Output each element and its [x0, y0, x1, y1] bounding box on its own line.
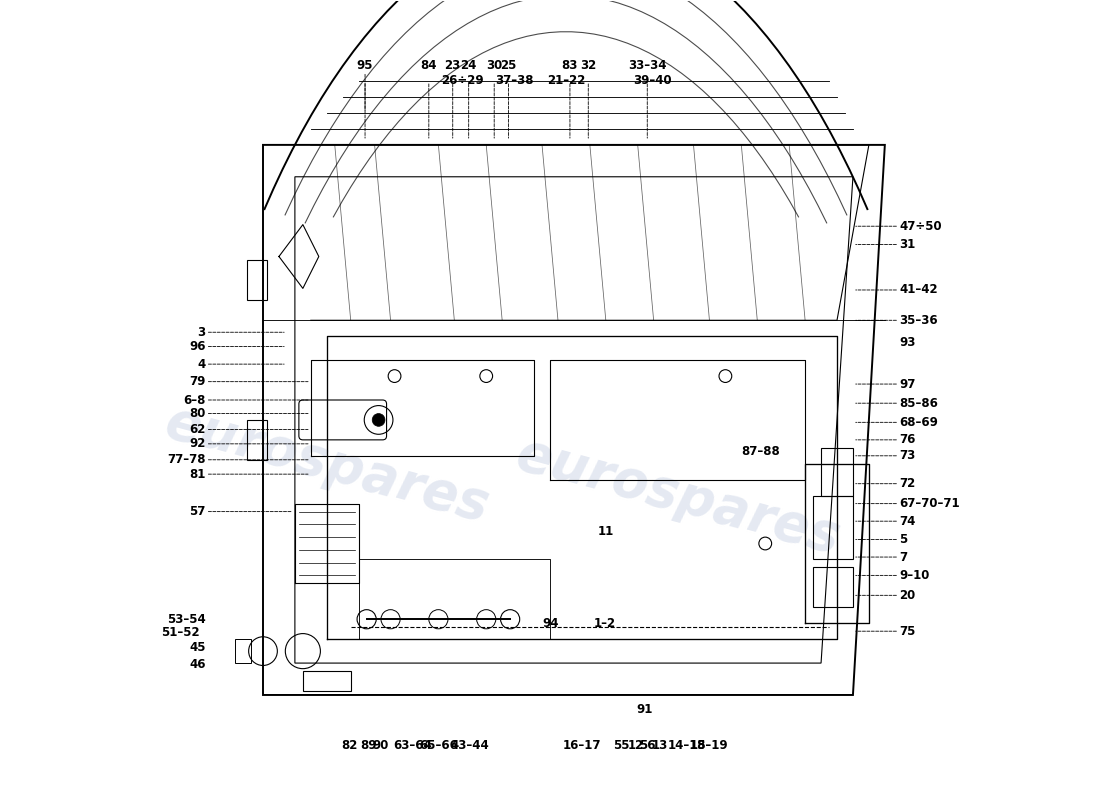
Text: 6–8: 6–8	[184, 394, 206, 406]
Text: 85–86: 85–86	[899, 397, 938, 410]
Bar	[302, 671, 351, 691]
Text: 30: 30	[486, 58, 503, 71]
Text: 13: 13	[652, 739, 668, 752]
Text: 20: 20	[899, 589, 915, 602]
Text: 51–52: 51–52	[161, 626, 199, 639]
Text: 84: 84	[420, 58, 437, 71]
Text: 76: 76	[899, 434, 915, 446]
Text: 53–54: 53–54	[167, 613, 206, 626]
Text: 90: 90	[373, 739, 389, 752]
Text: 47÷50: 47÷50	[899, 220, 942, 233]
Text: 89: 89	[360, 739, 376, 752]
Text: 31: 31	[899, 238, 915, 251]
Text: 11: 11	[597, 525, 614, 538]
Text: 39–40: 39–40	[632, 74, 671, 86]
Bar	[248, 261, 267, 300]
Circle shape	[372, 414, 385, 426]
Text: 26÷29: 26÷29	[441, 74, 484, 86]
Text: 16–17: 16–17	[562, 739, 601, 752]
Text: 75: 75	[899, 625, 915, 638]
Bar	[235, 639, 251, 663]
Text: 96: 96	[189, 340, 206, 353]
Bar	[813, 567, 852, 607]
Text: 57: 57	[189, 505, 206, 518]
Bar	[821, 448, 852, 496]
Text: 12: 12	[628, 739, 645, 752]
Text: 79: 79	[189, 375, 206, 388]
Text: 3: 3	[198, 326, 206, 338]
Text: 18–19: 18–19	[690, 739, 729, 752]
Text: 35–36: 35–36	[899, 314, 938, 326]
Bar	[813, 496, 852, 559]
Text: 56: 56	[639, 739, 656, 752]
Text: 23: 23	[444, 58, 461, 71]
Text: 94: 94	[542, 617, 559, 630]
Text: 41–42: 41–42	[899, 283, 938, 297]
Text: 63–64: 63–64	[394, 739, 432, 752]
Text: 82: 82	[341, 739, 358, 752]
Text: eurospares: eurospares	[509, 427, 845, 564]
Text: 97: 97	[899, 378, 915, 390]
Text: 62: 62	[189, 423, 206, 436]
Text: 81: 81	[189, 468, 206, 481]
Text: 95: 95	[356, 58, 373, 71]
Text: 7: 7	[899, 550, 907, 563]
Text: 33–34: 33–34	[628, 58, 667, 71]
Text: 4: 4	[197, 358, 206, 370]
Text: 87–88: 87–88	[741, 446, 780, 458]
Text: 77–78: 77–78	[167, 454, 206, 466]
Text: 80: 80	[189, 407, 206, 420]
Text: 68–69: 68–69	[899, 416, 938, 429]
Text: 93: 93	[899, 336, 915, 349]
Text: 74: 74	[899, 514, 915, 528]
Text: 92: 92	[189, 438, 206, 450]
Text: 72: 72	[899, 478, 915, 490]
Bar	[248, 420, 267, 460]
Text: 14–15: 14–15	[668, 739, 706, 752]
Text: 43–44: 43–44	[451, 739, 490, 752]
Text: 46: 46	[189, 658, 206, 671]
Text: 45: 45	[189, 641, 206, 654]
Text: 37–38: 37–38	[496, 74, 535, 86]
Text: eurospares: eurospares	[160, 395, 495, 532]
Text: 21–22: 21–22	[547, 74, 585, 86]
Text: 73: 73	[899, 450, 915, 462]
Text: 83: 83	[562, 58, 579, 71]
Text: 1–2: 1–2	[594, 617, 616, 630]
Text: 55: 55	[614, 739, 630, 752]
Text: 65–66: 65–66	[419, 739, 458, 752]
Text: 25: 25	[500, 58, 517, 71]
Text: 9–10: 9–10	[899, 569, 930, 582]
Text: 67–70–71: 67–70–71	[899, 497, 960, 510]
Text: 32: 32	[580, 58, 596, 71]
Text: 24: 24	[461, 58, 477, 71]
Text: 5: 5	[899, 533, 907, 546]
Text: 91: 91	[636, 703, 652, 716]
